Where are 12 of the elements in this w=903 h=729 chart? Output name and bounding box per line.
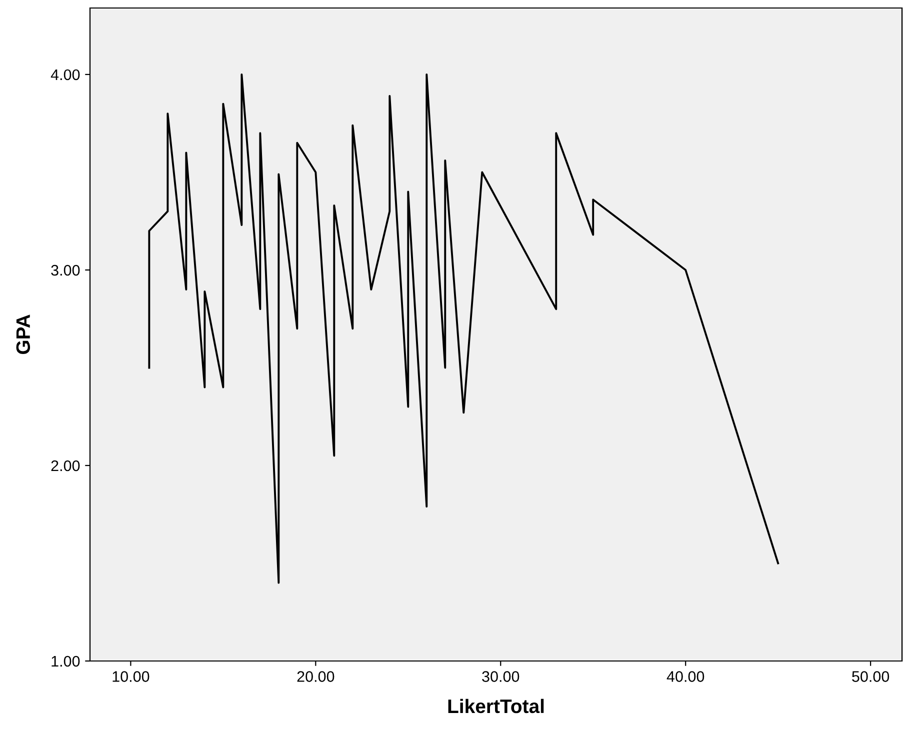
x-tick-label: 10.00	[112, 671, 150, 682]
x-tick-label: 40.00	[666, 671, 704, 682]
y-axis-title: GPA	[16, 314, 30, 354]
y-tick-label: 2.00	[51, 460, 80, 472]
x-axis-title: LikertTotal	[448, 698, 544, 714]
y-tick-label: 4.00	[50, 69, 80, 80]
y-tick-label: 1.00	[52, 656, 80, 667]
x-tick-label: 50.00	[852, 671, 890, 682]
x-tick-label: 30.00	[482, 671, 520, 682]
y-tick-label: 3.00	[51, 264, 80, 276]
x-tick-label: 20.00	[297, 671, 334, 682]
line-series	[148, 74, 780, 584]
